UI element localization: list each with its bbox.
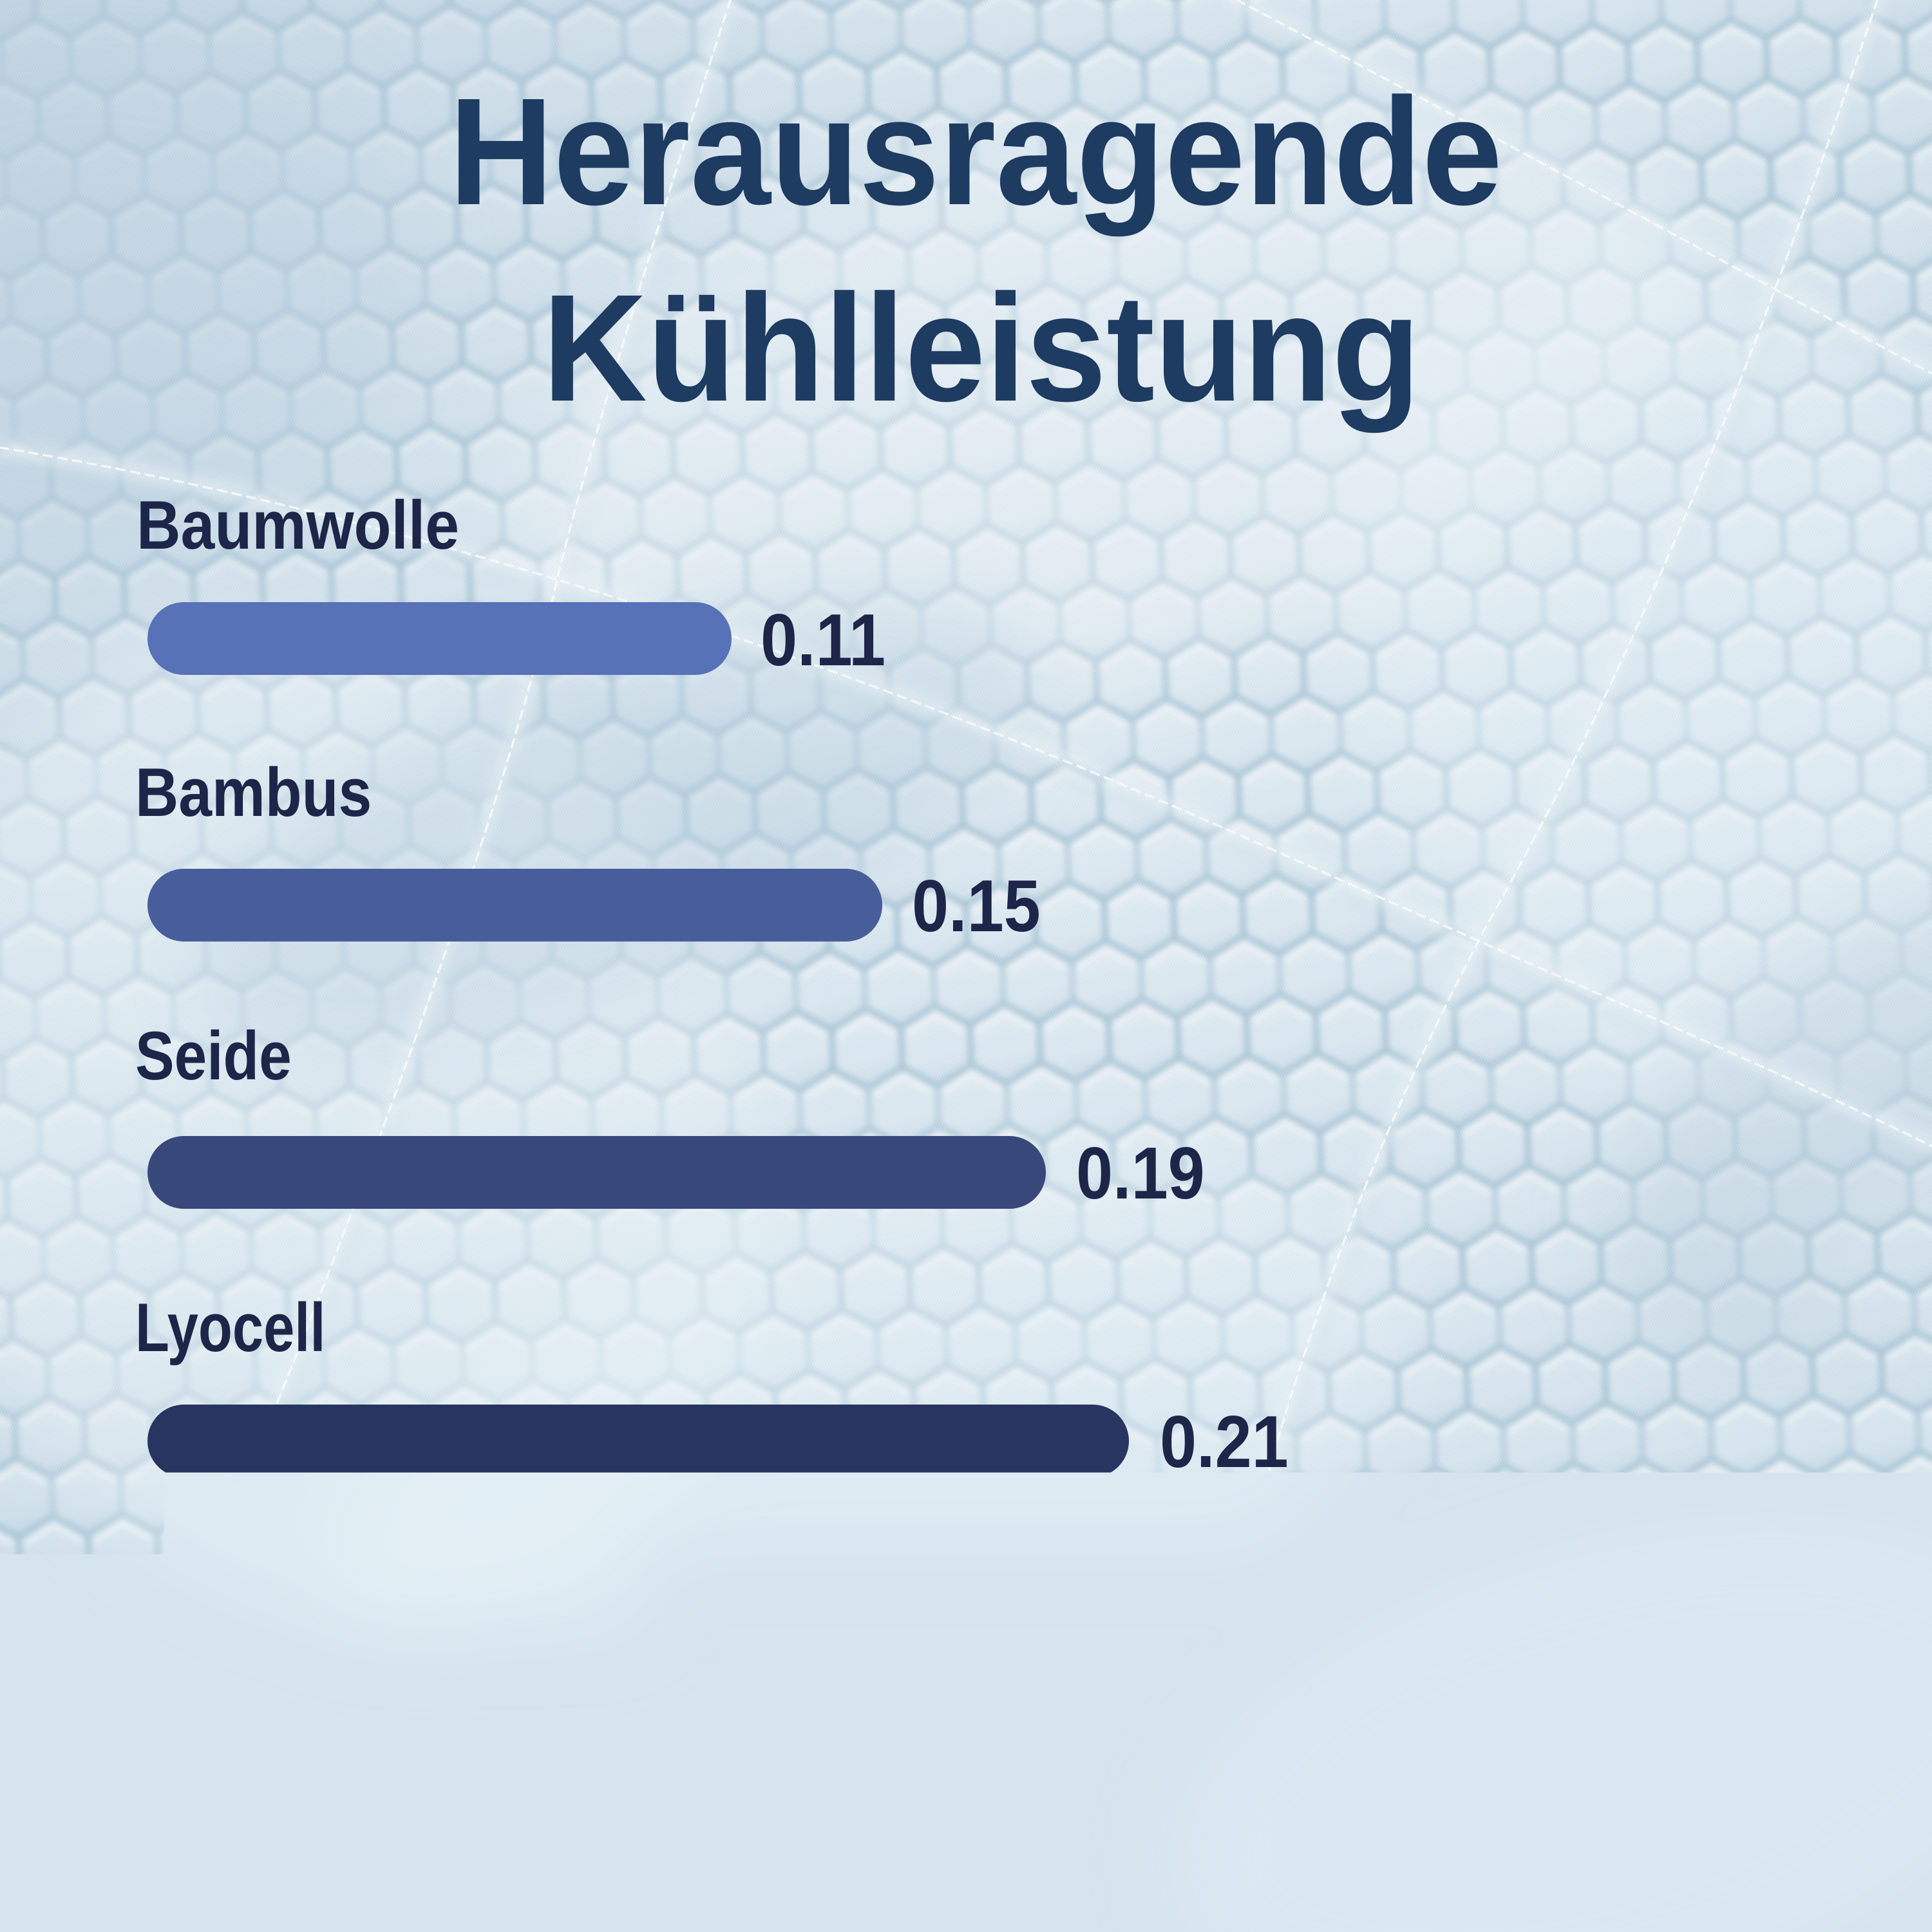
value-label-baumwolle: 0.11 xyxy=(761,604,886,677)
category-label-bambus: Bambus xyxy=(135,758,372,827)
value-label-seide: 0.19 xyxy=(1076,1137,1205,1211)
bar-lyocell xyxy=(147,1405,1129,1477)
value-label-bambus: 0.15 xyxy=(912,870,1041,943)
title-line-2: Kühlleistung xyxy=(64,272,1899,424)
category-label-seide: Seide xyxy=(135,1021,292,1090)
category-label-lyocell: Lyocell xyxy=(135,1293,325,1362)
infographic-canvas: Herausragende Kühlleistung Baumwolle 0.1… xyxy=(0,0,1932,1932)
bar-seide xyxy=(147,1136,1046,1209)
value-label-active-cool: 0.40 xyxy=(1674,1675,1803,1748)
category-label-active-cool: Active Cool™ Technologie xyxy=(138,1558,949,1627)
title-line-1: Herausragende xyxy=(60,75,1891,228)
bar-bambus xyxy=(147,869,882,942)
bar-baumwolle xyxy=(147,602,732,675)
bar-active-cool xyxy=(147,1673,1641,1746)
value-label-lyocell: 0.21 xyxy=(1160,1406,1289,1479)
category-label-baumwolle: Baumwolle xyxy=(137,491,459,560)
